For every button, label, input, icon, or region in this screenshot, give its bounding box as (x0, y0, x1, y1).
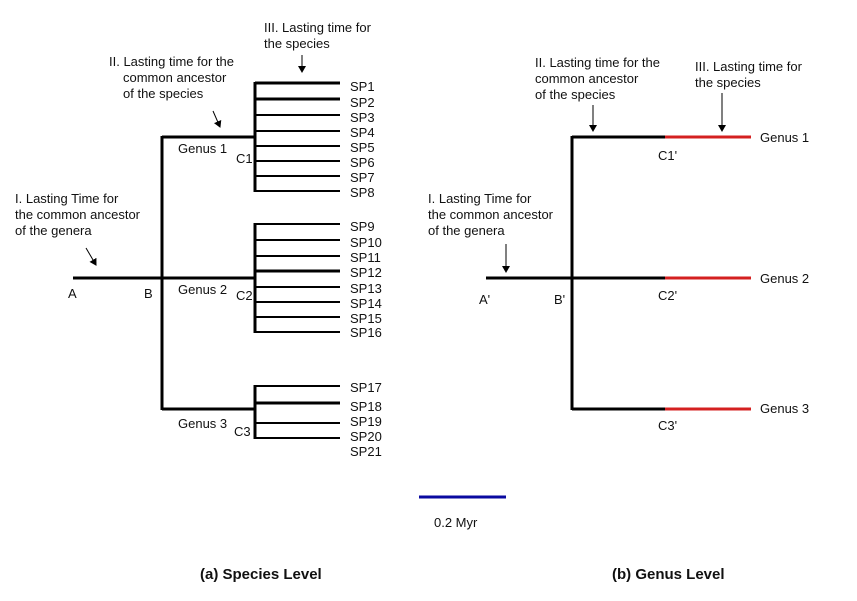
species-label: SP9 (350, 219, 375, 234)
c3-prime-label: C3' (658, 418, 677, 433)
species-label: SP2 (350, 95, 375, 110)
node-b-label: B (144, 286, 153, 301)
species-label: SP5 (350, 140, 375, 155)
species-label: SP16 (350, 325, 382, 340)
svg-text:III. Lasting time for: III. Lasting time for (264, 20, 372, 35)
species-label: SP11 (350, 250, 381, 265)
species-label: SP1 (350, 79, 375, 94)
species-level-caption: (a) Species Level (200, 566, 322, 583)
svg-text:of the genera: of the genera (15, 223, 92, 238)
genus-2-label: Genus 2 (178, 282, 227, 297)
c3-label: C3 (234, 424, 251, 439)
species-label: SP3 (350, 110, 375, 125)
c1-prime-label: C1' (658, 148, 677, 163)
species-label: SP14 (350, 296, 382, 311)
annotation-lasting-time-genera: I. Lasting Time for the common ancestor … (428, 191, 554, 273)
node-a-prime-label: A' (479, 292, 490, 307)
svg-text:I. Lasting Time for: I. Lasting Time for (15, 191, 119, 206)
species-label: SP13 (350, 281, 382, 296)
svg-text:common ancestor: common ancestor (535, 71, 639, 86)
c1-label: C1 (236, 151, 253, 166)
annotation-lasting-time-ancestor-species: II. Lasting time for the common ancestor… (535, 55, 660, 132)
species-label: SP20 (350, 429, 382, 444)
genus-1-label: Genus 1 (178, 141, 227, 156)
svg-text:the common ancestor: the common ancestor (428, 207, 554, 222)
annotation-lasting-time-genera: I. Lasting Time for the common ancestor … (15, 191, 141, 266)
species-label: SP12 (350, 265, 382, 280)
annotation-lasting-time-ancestor-species: II. Lasting time for the common ancestor… (109, 54, 234, 128)
genus-level-caption: (b) Genus Level (612, 566, 725, 583)
species-label: SP21 (350, 444, 382, 459)
svg-text:of the genera: of the genera (428, 223, 505, 238)
genus-3-species-lines (255, 385, 340, 439)
species-label: SP8 (350, 185, 375, 200)
svg-text:II. Lasting time for the: II. Lasting time for the (109, 54, 234, 69)
species-label: SP18 (350, 399, 382, 414)
svg-text:of the species: of the species (535, 87, 616, 102)
scale-bar-label: 0.2 Myr (434, 515, 478, 530)
svg-text:I. Lasting Time for: I. Lasting Time for (428, 191, 532, 206)
species-label: SP6 (350, 155, 375, 170)
genus-2-species-labels: SP9 SP10 SP11 SP12 SP13 SP14 SP15 SP16 (350, 219, 382, 340)
genus-1-species-lines (255, 81, 340, 192)
svg-text:II. Lasting time for the: II. Lasting time for the (535, 55, 660, 70)
genus-1-species-labels: SP1 SP2 SP3 SP4 SP5 SP6 SP7 SP8 (350, 79, 375, 200)
species-label: SP7 (350, 170, 375, 185)
svg-text:of the species: of the species (123, 86, 204, 101)
genus-level-panel: Genus 1 Genus 2 Genus 3 C1' C2' C3' A' B… (428, 55, 809, 583)
svg-text:the common ancestor: the common ancestor (15, 207, 141, 222)
genus-3-label: Genus 3 (178, 416, 227, 431)
c2-prime-label: C2' (658, 288, 677, 303)
genus-1-label: Genus 1 (760, 130, 809, 145)
genus-2-label: Genus 2 (760, 271, 809, 286)
arrow-icon (85, 247, 97, 266)
arrow-icon (212, 110, 222, 128)
svg-text:the species: the species (264, 36, 330, 51)
species-label: SP4 (350, 125, 375, 140)
c2-label: C2 (236, 288, 253, 303)
svg-text:common ancestor: common ancestor (123, 70, 227, 85)
annotation-lasting-time-species: III. Lasting time for the species (695, 59, 803, 132)
species-label: SP17 (350, 380, 382, 395)
genus-2-species-lines (255, 223, 340, 333)
annotation-lasting-time-species: III. Lasting time for the species (264, 20, 372, 73)
genus-3-species-labels: SP17 SP18 SP19 SP20 SP21 (350, 380, 382, 459)
node-a-label: A (68, 286, 77, 301)
svg-text:the species: the species (695, 75, 761, 90)
species-label: SP15 (350, 311, 382, 326)
species-label: SP10 (350, 235, 382, 250)
genus-3-label: Genus 3 (760, 401, 809, 416)
scale-bar: 0.2 Myr (419, 495, 506, 530)
node-b-prime-label: B' (554, 292, 565, 307)
species-label: SP19 (350, 414, 382, 429)
svg-text:III. Lasting time for: III. Lasting time for (695, 59, 803, 74)
species-level-panel: SP1 SP2 SP3 SP4 SP5 SP6 SP7 SP8 SP9 SP10… (15, 20, 382, 583)
